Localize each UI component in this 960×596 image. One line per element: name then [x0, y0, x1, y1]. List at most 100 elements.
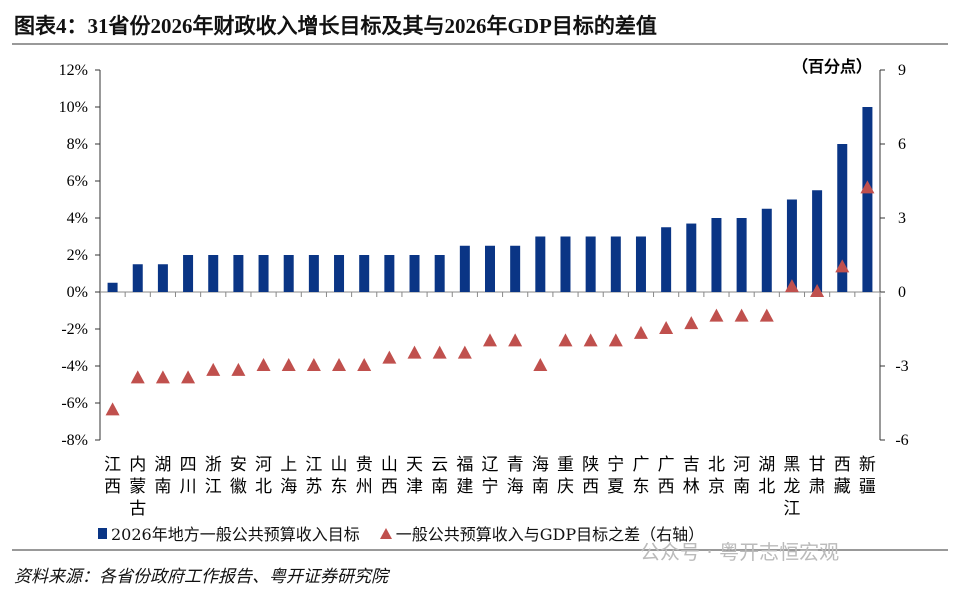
- triangle-marker-山东: [332, 358, 347, 371]
- x-tick-label-浙江: 浙: [205, 455, 222, 475]
- left-tick-label: 2%: [67, 247, 88, 264]
- bar-贵州: [359, 255, 370, 292]
- x-tick-label-广东: 广: [632, 455, 649, 475]
- x-tick-label-内蒙古: 古: [129, 499, 146, 519]
- triangle-marker-贵州: [357, 358, 372, 371]
- bar-新疆: [862, 107, 873, 292]
- left-tick-label: 8%: [67, 136, 88, 153]
- right-tick-label: -6: [895, 432, 908, 449]
- x-tick-label-重庆: 庆: [557, 477, 574, 497]
- triangle-marker-河北: [256, 358, 271, 371]
- x-tick-label-辽宁: 宁: [482, 477, 499, 497]
- x-tick-label-安徽: 徽: [230, 477, 247, 497]
- watermark: 公众号 · 粤开志恒宏观: [640, 540, 840, 564]
- bar-甘肃: [812, 190, 823, 292]
- triangle-marker-福建: [457, 345, 472, 359]
- triangle-marker-江苏: [306, 358, 321, 371]
- bar-山西: [384, 255, 395, 292]
- bar-海南: [535, 236, 546, 292]
- x-tick-label-上海: 海: [280, 477, 297, 497]
- bar-云南: [434, 255, 445, 292]
- bar-吉林: [686, 223, 697, 292]
- x-tick-label-甘肃: 肃: [809, 477, 826, 497]
- x-tick-label-重庆: 重: [557, 455, 574, 475]
- x-tick-label-浙江: 江: [205, 477, 222, 497]
- bar-河南: [736, 218, 747, 292]
- legend: 2026年地方一般公共预算收入目标 一般公共预算收入与GDP目标之差（右轴）: [98, 521, 704, 545]
- source-note: 资料来源：各省份政府工作报告、粤开证券研究院: [14, 567, 388, 587]
- bar-重庆: [560, 236, 571, 292]
- triangle-marker-青海: [508, 333, 523, 347]
- bar-江西: [107, 282, 118, 292]
- x-tick-label-云南: 云: [431, 455, 448, 475]
- triangle-marker-安徽: [231, 362, 246, 376]
- legend-label-triangle: 一般公共预算收入与GDP目标之差（右轴）: [395, 525, 705, 544]
- right-axis-label: （百分点）: [792, 57, 872, 76]
- bar-安徽: [233, 255, 244, 292]
- right-tick-label: 9: [898, 62, 906, 79]
- x-tick-label-河北: 河: [255, 455, 272, 475]
- x-tick-label-青海: 海: [507, 477, 524, 497]
- left-tick-label: 10%: [59, 99, 88, 116]
- triangle-marker-新疆: [860, 180, 875, 194]
- bar-浙江: [208, 255, 219, 292]
- right-tick-label: 6: [898, 136, 906, 153]
- triangle-marker-江西: [105, 402, 120, 416]
- x-tick-label-福建: 建: [456, 477, 473, 497]
- x-tick-label-青海: 青: [507, 455, 524, 475]
- x-tick-label-西藏: 西: [834, 455, 851, 475]
- triangle-marker-内蒙古: [130, 370, 145, 384]
- bar-广西: [661, 227, 672, 292]
- bar-辽宁: [485, 245, 495, 292]
- x-tick-label-天津: 天: [406, 455, 423, 475]
- bar-河北: [258, 255, 269, 292]
- x-tick-label-湖北: 湖: [758, 455, 775, 475]
- x-tick-label-宁夏: 夏: [607, 477, 624, 497]
- x-tick-label-黑龙江: 江: [783, 499, 800, 519]
- triangle-marker-黑龙江: [784, 279, 799, 293]
- triangle-marker-上海: [281, 358, 296, 371]
- bar-福建: [459, 245, 470, 292]
- x-tick-label-甘肃: 甘: [809, 455, 826, 475]
- left-tick-label: 12%: [59, 62, 88, 79]
- legend-swatch-triangle: [379, 527, 392, 539]
- x-tick-label-天津: 津: [406, 477, 423, 497]
- chart: -8% -6% -4% -2% 0% 2% 4% 6% 8% 10% 12% -6 -3 0 3 6 9 （百分点…: [59, 57, 909, 519]
- left-tick-label: -6%: [61, 395, 88, 412]
- bar-内蒙古: [132, 264, 143, 292]
- bar-天津: [409, 255, 420, 292]
- x-tick-label-上海: 上: [280, 455, 297, 475]
- triangle-marker-陕西: [583, 333, 598, 347]
- x-tick-label-河北: 北: [255, 477, 272, 497]
- left-tick-label: 6%: [67, 173, 88, 190]
- x-tick-label-北京: 京: [708, 477, 725, 497]
- triangle-marker-北京: [709, 308, 724, 322]
- x-tick-label-陕西: 西: [582, 477, 599, 497]
- x-tick-label-四川: 川: [180, 477, 197, 497]
- triangle-marker-天津: [407, 345, 422, 359]
- x-tick-label-江苏: 江: [305, 455, 322, 475]
- x-tick-label-海南: 海: [532, 455, 549, 475]
- x-tick-label-广西: 广: [658, 455, 675, 475]
- bar-江苏: [308, 255, 319, 292]
- right-tick-label: 0: [898, 284, 906, 301]
- x-tick-label-山西: 西: [381, 477, 398, 497]
- x-tick-label-内蒙古: 内: [129, 455, 146, 475]
- bar-山东: [334, 255, 345, 292]
- legend-swatch-bar: [98, 527, 107, 539]
- bar-四川: [183, 255, 194, 292]
- triangle-marker-浙江: [206, 362, 221, 376]
- bar-上海: [283, 255, 294, 292]
- bar-宁夏: [610, 236, 621, 292]
- right-tick-label: -3: [895, 358, 908, 375]
- triangle-marker-湖南: [155, 370, 170, 384]
- bar-北京: [711, 218, 722, 292]
- x-tick-label-吉林: 林: [683, 477, 700, 497]
- triangle-marker-广东: [633, 325, 648, 339]
- x-tick-label-河南: 河: [733, 455, 750, 475]
- x-tick-label-黑龙江: 龙: [783, 477, 800, 497]
- triangle-marker-辽宁: [483, 333, 497, 347]
- x-tick-label-江西: 西: [104, 477, 121, 497]
- triangle-marker-河南: [734, 308, 749, 322]
- x-tick-label-贵州: 贵: [356, 455, 373, 475]
